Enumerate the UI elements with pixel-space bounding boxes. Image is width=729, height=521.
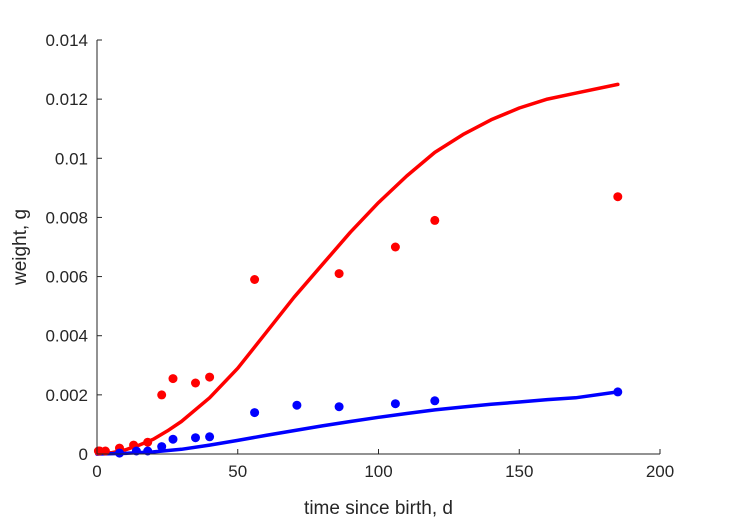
red-data-point — [390, 242, 400, 252]
y-tick-label: 0.006 — [45, 268, 88, 287]
blue-data-point — [205, 432, 215, 442]
y-axis-title: weight, g — [10, 209, 31, 286]
red-data-point — [100, 446, 110, 456]
red-data-point — [430, 215, 440, 225]
y-tick-label: 0.002 — [45, 386, 88, 405]
red-data-point — [250, 275, 260, 284]
blue-data-point — [131, 446, 141, 456]
x-tick-label: 50 — [228, 462, 247, 481]
x-tick-label: 0 — [92, 462, 101, 481]
blue-data-point — [334, 402, 344, 412]
y-tick-label: 0.014 — [45, 31, 88, 50]
blue-fit-line — [95, 390, 620, 456]
red-data-point — [334, 269, 344, 279]
red-data-point — [191, 378, 200, 388]
blue-data-point — [115, 448, 124, 458]
red-data-point — [157, 390, 167, 400]
red-data-point — [168, 374, 178, 384]
y-tick-label: 0.004 — [45, 327, 88, 346]
red-data-point — [613, 192, 623, 202]
y-tick-label: 0.012 — [45, 90, 88, 109]
plot-points — [93, 192, 623, 458]
blue-data-point — [613, 387, 623, 397]
blue-data-point — [157, 442, 167, 452]
y-ticks: 0 0.002 0.004 0.006 0.008 0.01 0.012 0.014 — [45, 31, 102, 464]
y-tick-label: 0.01 — [55, 149, 88, 168]
y-tick-label: 0 — [79, 445, 88, 464]
blue-data-point — [292, 400, 302, 410]
x-tick-label: 100 — [364, 462, 392, 481]
y-tick-label: 0.008 — [45, 208, 88, 227]
blue-data-point — [430, 396, 440, 406]
axes: 0 50 100 150 200 0 0.002 0.004 0.006 0.008 0.01 0.… — [45, 31, 674, 481]
blue-data-point — [250, 408, 260, 418]
red-data-point — [205, 372, 215, 382]
red-data-point — [143, 437, 153, 447]
blue-data-point — [143, 446, 153, 456]
x-ticks: 0 50 100 150 200 — [92, 449, 674, 481]
x-axis-title: time since birth, d — [304, 498, 453, 519]
x-tick-label: 200 — [646, 462, 674, 481]
blue-data-point — [191, 433, 200, 443]
blue-data-point — [168, 434, 178, 444]
plot-lines — [95, 82, 620, 456]
blue-data-point — [390, 399, 400, 409]
x-tick-label: 150 — [505, 462, 533, 481]
